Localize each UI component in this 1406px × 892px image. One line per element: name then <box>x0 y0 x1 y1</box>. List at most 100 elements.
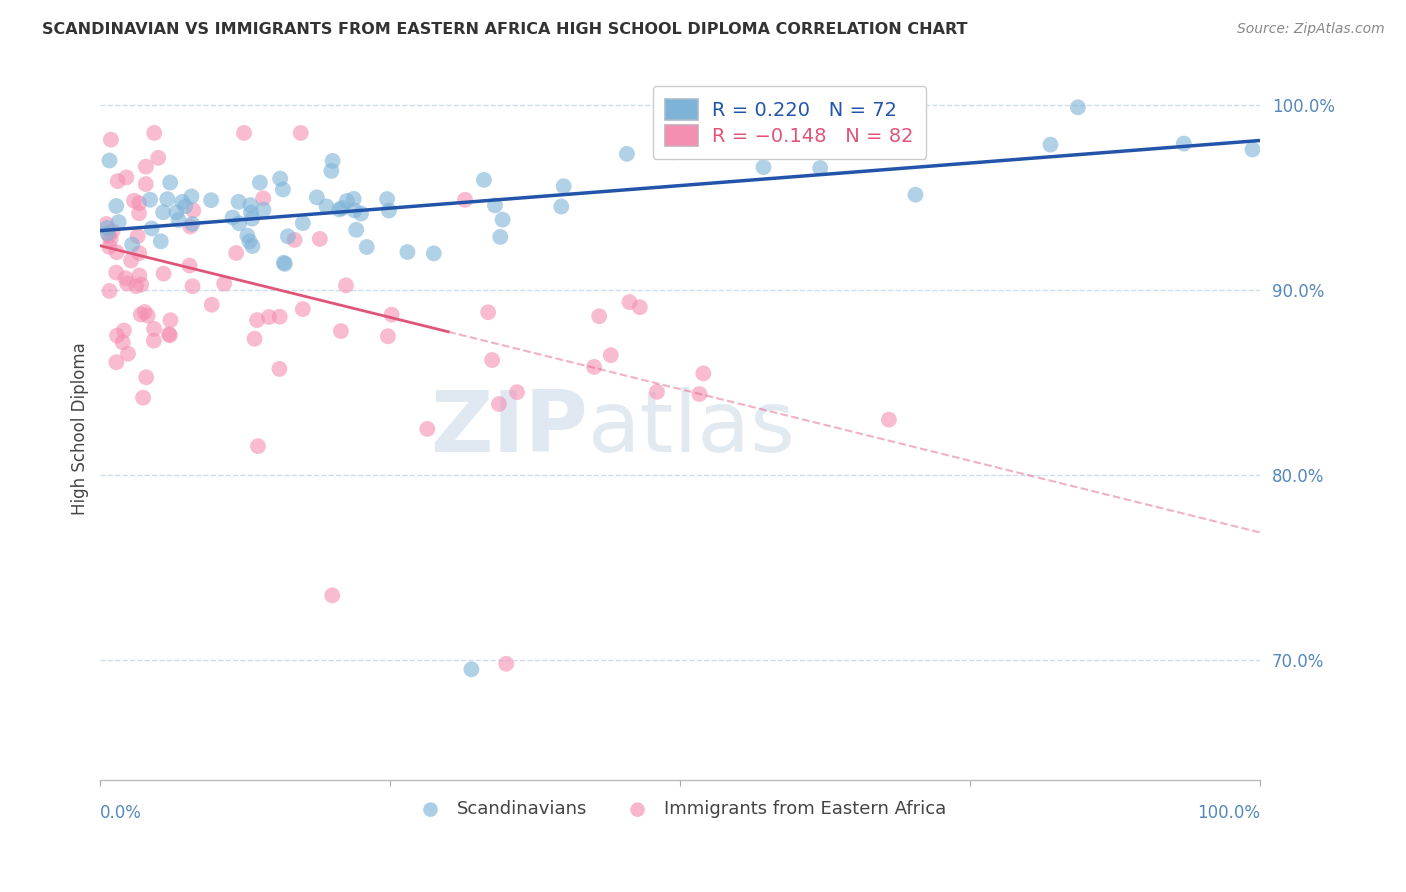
Point <box>277 229 299 244</box>
Point <box>752 160 775 174</box>
Point <box>96 217 118 231</box>
Point <box>252 191 274 205</box>
Point <box>139 193 162 207</box>
Point <box>257 310 280 324</box>
Y-axis label: High School Diploma: High School Diploma <box>72 343 89 516</box>
Point <box>236 228 259 243</box>
Point <box>328 202 350 217</box>
Point <box>721 127 744 141</box>
Point <box>159 313 181 327</box>
Point <box>112 324 135 338</box>
Point <box>1241 143 1264 157</box>
Point <box>495 657 517 671</box>
Point <box>321 588 343 602</box>
Point <box>201 298 224 312</box>
Point <box>491 212 513 227</box>
Point <box>97 228 120 243</box>
Point <box>350 206 373 220</box>
Point <box>356 240 378 254</box>
Point <box>98 284 121 298</box>
Text: 100.0%: 100.0% <box>1197 805 1260 822</box>
Point <box>396 245 419 260</box>
Point <box>243 332 266 346</box>
Point <box>1173 136 1195 151</box>
Point <box>477 305 499 319</box>
Point <box>100 133 122 147</box>
Point <box>423 246 446 260</box>
Point <box>96 220 118 235</box>
Point <box>181 217 204 231</box>
Point <box>238 235 260 249</box>
Point <box>343 203 366 218</box>
Text: ZIP: ZIP <box>430 387 588 470</box>
Point <box>129 308 152 322</box>
Point <box>212 277 235 291</box>
Text: 0.0%: 0.0% <box>100 805 142 822</box>
Point <box>225 246 247 260</box>
Point <box>107 215 129 229</box>
Point <box>105 355 128 369</box>
Point <box>221 211 243 225</box>
Point <box>97 226 120 240</box>
Point <box>128 196 150 211</box>
Point <box>588 310 610 324</box>
Point <box>246 439 269 453</box>
Point <box>149 235 172 249</box>
Point <box>105 328 128 343</box>
Point <box>291 216 314 230</box>
Point <box>692 367 714 381</box>
Point <box>181 279 204 293</box>
Point <box>127 229 149 244</box>
Point <box>904 187 927 202</box>
Point <box>246 313 269 327</box>
Point <box>121 237 143 252</box>
Point <box>271 182 294 196</box>
Point <box>336 194 359 208</box>
Point <box>308 232 330 246</box>
Point <box>662 145 685 160</box>
Point <box>157 327 180 342</box>
Point <box>460 662 482 676</box>
Point <box>134 305 156 319</box>
Point <box>879 126 901 140</box>
Point <box>122 194 145 208</box>
Point <box>315 199 337 213</box>
Point <box>506 385 529 400</box>
Point <box>100 232 122 246</box>
Point <box>115 170 138 185</box>
Point <box>269 310 291 324</box>
Point <box>344 223 367 237</box>
Point <box>269 171 291 186</box>
Point <box>98 153 121 168</box>
Point <box>101 224 124 238</box>
Point <box>252 202 274 217</box>
Point <box>823 112 845 127</box>
Point <box>249 176 271 190</box>
Point <box>181 203 204 218</box>
Point <box>381 308 404 322</box>
Point <box>305 190 328 204</box>
Point <box>553 179 575 194</box>
Point <box>152 205 174 219</box>
Point <box>481 353 503 368</box>
Point <box>330 201 353 215</box>
Point <box>233 126 256 140</box>
Point <box>290 126 312 140</box>
Point <box>484 198 506 212</box>
Point <box>808 161 831 175</box>
Point <box>1067 100 1090 114</box>
Point <box>228 216 250 230</box>
Point <box>377 329 399 343</box>
Point <box>472 173 495 187</box>
Point <box>166 205 188 219</box>
Point <box>167 213 190 227</box>
Point <box>488 397 510 411</box>
Point <box>645 384 668 399</box>
Text: atlas: atlas <box>588 387 796 470</box>
Point <box>105 245 128 260</box>
Point <box>335 278 357 293</box>
Point <box>269 362 291 376</box>
Point <box>454 193 477 207</box>
Point <box>135 370 157 384</box>
Point <box>115 277 138 291</box>
